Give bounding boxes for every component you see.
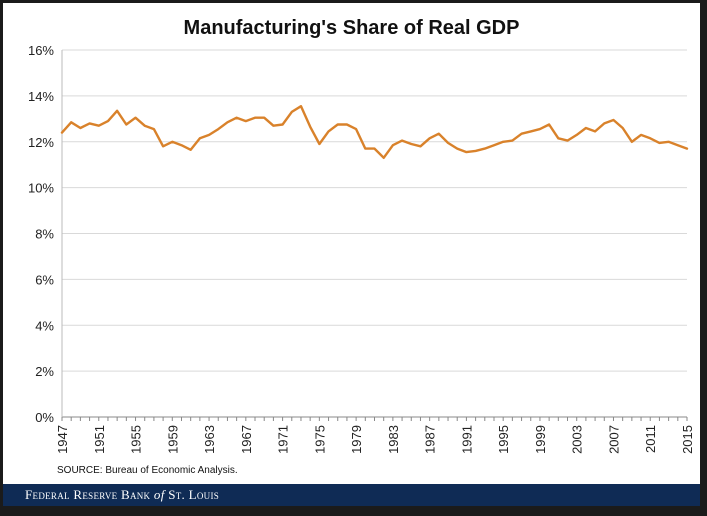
series-line <box>60 104 689 160</box>
y-tick-label: 14% <box>28 89 54 104</box>
chart-card: Manufacturing's Share of Real GDP 0% 2% 4%… <box>3 3 700 506</box>
x-tick-label: 1955 <box>129 425 144 454</box>
x-tick-label: 2011 <box>643 425 658 453</box>
x-tick-label: 1979 <box>349 425 364 454</box>
y-tick-label: 8% <box>35 227 54 242</box>
x-tick-label: 1995 <box>496 425 511 454</box>
x-tick-label: 1987 <box>423 425 438 454</box>
chart-title: Manufacturing's Share of Real GDP <box>183 17 520 39</box>
x-tick-label: 1991 <box>459 425 474 454</box>
x-tick-label: 1999 <box>533 425 548 454</box>
x-tick-label: 1951 <box>92 425 107 454</box>
x-tick-label: 2003 <box>570 425 585 454</box>
y-tick-label: 0% <box>35 410 54 425</box>
footer-suffix: St. Louis <box>168 487 220 502</box>
footer-of: of <box>153 487 165 502</box>
source-note: SOURCE: Bureau of Economic Analysis. <box>57 465 238 476</box>
x-tick-label: 1971 <box>276 425 291 454</box>
x-tick-label: 2007 <box>606 425 621 454</box>
footer-prefix: Federal Reserve Bank <box>25 487 151 502</box>
y-tick-label: 6% <box>35 272 54 287</box>
x-tick-label: 1963 <box>202 425 217 454</box>
x-tick-label: 2015 <box>680 425 695 454</box>
y-tick-label: 16% <box>28 43 54 58</box>
x-tick-label: 1967 <box>239 425 254 454</box>
y-tick-label: 2% <box>35 364 54 379</box>
x-tick-label: 1983 <box>386 425 401 454</box>
x-tick-label: 1959 <box>165 425 180 454</box>
y-tick-label: 12% <box>28 135 54 150</box>
x-tick-label: 1947 <box>55 425 70 454</box>
line-chart: 0% 2% 4% 6% 8% 10% 12% 14% 16% 1947 1951 1955 1959 19… <box>28 43 695 454</box>
y-tick-label: 4% <box>35 318 54 333</box>
y-tick-label: 10% <box>28 181 54 196</box>
footer-banner: Federal Reserve Bank of St. Louis <box>3 484 700 506</box>
x-tick-label: 1975 <box>312 425 327 454</box>
